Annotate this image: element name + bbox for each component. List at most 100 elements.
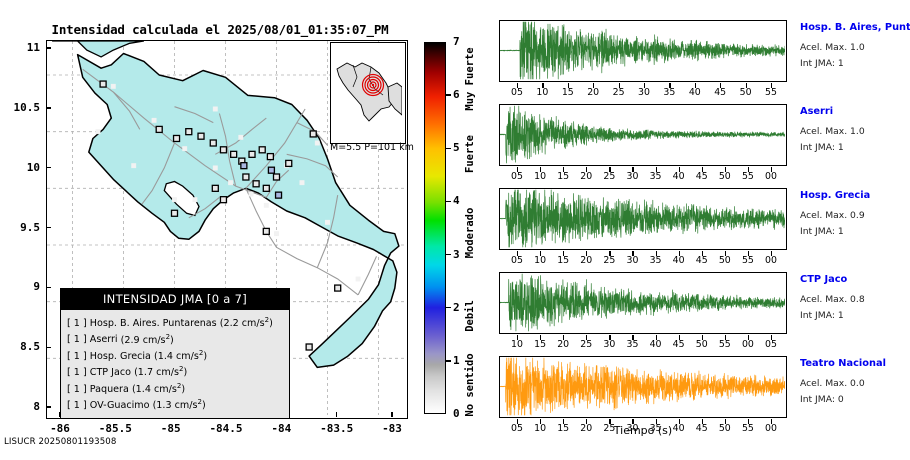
legend-station-row: [ 1 ] Paquera (1.4 cm/s2) [67, 380, 289, 396]
map-graphics [47, 41, 404, 415]
time-tick-label: 55 [741, 423, 754, 434]
colorbar-tick-label: 7 [453, 35, 460, 48]
time-tick-label: 00 [765, 171, 777, 182]
seismogram-station-name: Hosp. B. Aires, Puntarenas [800, 22, 910, 33]
colorbar-tick [446, 200, 451, 203]
time-tick [771, 167, 773, 172]
legend-station-accel: (1.3 cm/s2) [152, 397, 206, 412]
legend-station-name: Hosp. Grecia [86, 350, 154, 362]
time-tick [771, 419, 773, 424]
map-y-tick-label: 8 [33, 400, 40, 413]
map-y-tick [46, 286, 51, 289]
map-y-tick [46, 47, 51, 49]
time-tick-label: 30 [626, 255, 639, 266]
legend-station-name: CTP Jaco [86, 367, 135, 379]
seismogram-panel[interactable] [499, 188, 787, 250]
legend-header: INTENSIDAD JMA [0 a 7] [61, 289, 289, 310]
seismogram-station-name: Teatro Nacional [800, 358, 886, 369]
time-tick-label: 25 [580, 339, 593, 350]
time-tick [586, 251, 588, 256]
time-tick-label: 45 [695, 171, 708, 182]
time-tick-label: 45 [695, 423, 708, 434]
legend-intensity-bracket: [ 1 ] [67, 383, 87, 395]
time-tick [655, 167, 657, 172]
seismogram-trace [500, 273, 785, 332]
time-tick-label: 50 [718, 171, 731, 182]
time-tick-label: 15 [557, 255, 570, 266]
time-tick [771, 335, 773, 340]
colorbar-tick-label: 5 [453, 141, 460, 155]
legend-station-row: [ 1 ] CTP Jaco (1.7 cm/s2) [67, 363, 289, 379]
time-tick [701, 419, 703, 424]
seismogram-time-axis: 05 10 15 20 25 30 35 40 45 50 55 00 [499, 419, 787, 437]
time-tick-label: 15 [557, 171, 570, 182]
time-tick-label: 20 [580, 171, 593, 182]
map-x-tick-label: -84 [271, 422, 292, 435]
time-tick-label: 20 [580, 255, 593, 266]
map-x-tick-label: -85.5 [98, 422, 132, 435]
time-tick-label: 20 [587, 87, 600, 98]
seismogram-time-axis: 10 15 20 25 30 35 40 45 50 55 00 05 [499, 335, 787, 353]
map-y-tick-label: 9.5 [20, 220, 40, 234]
seismogram-max-acceleration: Acel. Max. 0.8 [800, 294, 865, 305]
time-tick-label: 40 [672, 423, 685, 434]
map-y-tick-label: 10.5 [13, 100, 41, 114]
intensity-legend: INTENSIDAD JMA [0 a 7] [ 1 ] Hosp. B. Ai… [60, 288, 290, 420]
time-tick [632, 167, 634, 172]
time-tick-label: 15 [534, 339, 547, 350]
time-tick [517, 419, 519, 424]
legend-station-accel: (1.7 cm/s2) [134, 365, 188, 379]
time-tick-label: 40 [672, 171, 685, 182]
time-tick-label: 50 [718, 423, 731, 434]
seismogram-max-acceleration: Acel. Max. 1.0 [800, 126, 865, 137]
time-tick [632, 251, 634, 256]
time-tick-label: 40 [688, 87, 701, 98]
time-tick-label: 05 [511, 171, 523, 182]
time-tick-label: 30 [638, 87, 650, 98]
seismogram-panel[interactable] [499, 356, 787, 418]
time-tick-label: 05 [511, 423, 523, 434]
time-tick [694, 83, 696, 88]
time-tick-label: 35 [649, 255, 662, 266]
time-tick [517, 335, 519, 340]
time-tick [771, 83, 773, 88]
seismogram-max-acceleration: Acel. Max. 0.0 [800, 378, 865, 389]
seismogram-station-name: Aserri [800, 106, 834, 117]
intensity-colorbar [424, 42, 446, 414]
time-tick-label: 35 [649, 423, 662, 434]
seismogram-panel[interactable] [499, 104, 787, 166]
time-tick [632, 419, 634, 424]
colorbar-tick-label: 6 [453, 88, 460, 102]
time-tick-label: 45 [695, 255, 708, 266]
time-tick [609, 167, 611, 172]
seismogram-jma-intensity: Int JMA: 1 [800, 226, 844, 237]
time-tick [747, 251, 750, 256]
legend-station-accel: (2.2 cm/s2) [219, 316, 273, 330]
time-tick [678, 167, 680, 172]
page-title: Intensidad calculada el 2025/08/01_01:35… [51, 22, 389, 37]
colorbar-tick [446, 94, 451, 96]
colorbar-tick-label: 3 [453, 247, 460, 261]
legend-station-name: OV-Guacimo [86, 400, 153, 412]
time-tick-label: 55 [741, 255, 754, 266]
map-y-tick [46, 167, 51, 169]
seismogram-panel[interactable] [499, 20, 787, 82]
time-tick-label: 15 [561, 87, 574, 98]
colorbar-category-label: Moderado [464, 208, 476, 259]
seismogram-jma-intensity: Int JMA: 1 [800, 142, 844, 153]
time-tick [517, 167, 519, 172]
map-y-tick-label: 8.5 [20, 340, 40, 354]
time-tick-label: 30 [603, 339, 616, 350]
epicenter-inset-map[interactable] [330, 42, 406, 144]
time-tick-label: 10 [511, 339, 523, 350]
map-x-tick-label: -83 [382, 422, 402, 435]
time-tick [540, 419, 542, 424]
time-tick-label: 00 [765, 423, 777, 434]
time-tick-label: 25 [603, 423, 616, 434]
time-tick-label: 05 [511, 87, 523, 98]
seismogram-panel[interactable] [499, 272, 787, 334]
legend-station-accel: (1.4 cm/s2) [131, 381, 186, 395]
time-tick-label: 50 [739, 87, 752, 98]
time-tick-label: 50 [718, 255, 731, 266]
legend-station-row: [ 1 ] Aserri (2.9 cm/s2) [67, 330, 289, 346]
